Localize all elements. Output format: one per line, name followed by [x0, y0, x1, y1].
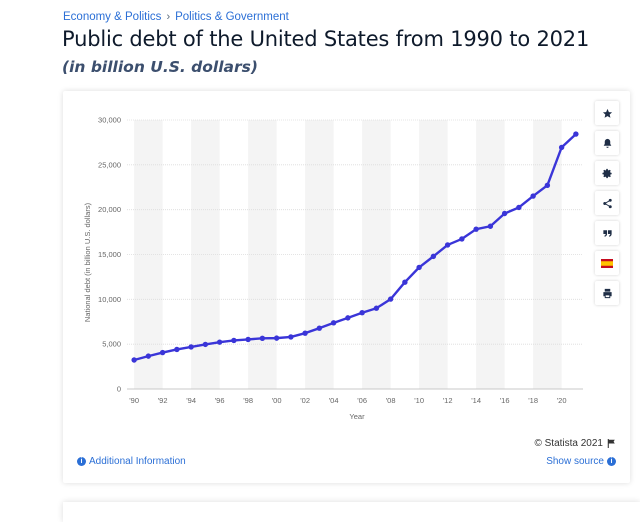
x-tick-label: '10 — [414, 396, 424, 405]
data-point — [444, 242, 451, 248]
gear-icon — [601, 168, 612, 178]
additional-information-label: Additional Information — [89, 456, 186, 467]
y-tick-label: 10,000 — [98, 295, 121, 304]
breadcrumb: Economy & Politics › Politics & Governme… — [63, 11, 289, 23]
spain-flag-icon — [601, 258, 613, 268]
data-point — [330, 320, 337, 326]
data-point — [459, 236, 465, 242]
x-tick-label: '16 — [500, 396, 510, 405]
data-point — [216, 339, 223, 345]
breadcrumb-item-politics-government[interactable]: Politics & Government — [175, 11, 289, 23]
breadcrumb-separator: › — [166, 11, 171, 23]
y-tick-label: 25,000 — [98, 160, 121, 169]
data-point — [245, 336, 251, 343]
data-point — [359, 310, 365, 316]
quote-icon — [602, 229, 612, 237]
x-tick-label: '02 — [300, 396, 310, 405]
x-tick-label: '98 — [243, 396, 253, 405]
x-tick-label: '92 — [158, 396, 168, 405]
line-chart: 0 5,000 10,000 15,000 20,000 25,000 30,000 '90… — [83, 116, 583, 421]
x-tick-label: '90 — [129, 396, 139, 405]
share-icon — [602, 198, 612, 208]
page-subtitle: (in billion U.S. dollars) — [62, 58, 258, 76]
data-point — [159, 349, 166, 356]
chart-band — [248, 120, 277, 389]
data-point — [573, 131, 579, 137]
settings-button[interactable] — [595, 161, 619, 185]
y-tick-label: 20,000 — [98, 205, 121, 214]
print-icon — [602, 288, 612, 298]
cite-button[interactable] — [595, 221, 619, 245]
x-axis-ticks: '90 '92 '94 '96 '98 '00 '02 '04 '06 '08 '10 '12 '14 '… — [129, 396, 566, 405]
favorite-button[interactable] — [595, 101, 619, 125]
page-title: Public debt of the United States from 19… — [62, 27, 590, 51]
data-point — [430, 253, 437, 260]
language-button[interactable] — [595, 251, 619, 275]
data-point — [259, 335, 266, 341]
x-tick-label: '96 — [215, 396, 225, 405]
data-point — [402, 279, 408, 285]
breadcrumb-item-economy-politics[interactable]: Economy & Politics — [63, 11, 162, 23]
data-point — [188, 344, 194, 350]
data-point — [273, 335, 280, 341]
data-point — [501, 210, 508, 217]
info-icon: i — [77, 457, 86, 466]
chart-band — [476, 120, 505, 389]
x-tick-label: '04 — [329, 396, 339, 405]
additional-information-link[interactable]: i Additional Information — [77, 456, 186, 467]
show-source-link[interactable]: Show source i — [546, 456, 616, 467]
chart-band — [134, 120, 163, 389]
data-point — [131, 357, 137, 363]
data-point — [516, 204, 522, 211]
copyright-text: © Statista 2021 — [534, 438, 603, 449]
data-point — [288, 334, 294, 340]
data-point — [145, 353, 152, 359]
x-tick-label: '14 — [471, 396, 481, 405]
print-button[interactable] — [595, 281, 619, 305]
x-tick-label: '06 — [357, 396, 367, 405]
chart-band — [362, 120, 391, 389]
star-icon — [602, 108, 612, 118]
y-tick-label: 0 — [117, 385, 121, 394]
y-tick-label: 5,000 — [102, 340, 121, 349]
flag-icon — [607, 439, 615, 448]
y-axis-title: National debt (in billion U.S. dollars) — [83, 202, 92, 322]
share-button[interactable] — [595, 191, 619, 215]
chart-toolbar — [595, 101, 619, 305]
data-point — [487, 223, 494, 229]
x-tick-label: '20 — [557, 396, 567, 405]
data-point — [416, 264, 422, 271]
data-point — [345, 315, 351, 321]
data-point — [202, 341, 209, 348]
x-tick-label: '12 — [443, 396, 453, 405]
notification-button[interactable] — [595, 131, 619, 155]
copyright-notice: © Statista 2021 — [534, 438, 616, 449]
series-points — [131, 131, 579, 363]
show-source-label: Show source — [546, 456, 604, 467]
x-tick-label: '94 — [186, 396, 196, 405]
data-point — [558, 144, 565, 151]
x-tick-label: '00 — [272, 396, 282, 405]
data-point — [473, 226, 479, 232]
x-tick-label: '18 — [528, 396, 538, 405]
data-point — [373, 305, 380, 311]
data-point — [174, 346, 180, 353]
data-point — [387, 296, 394, 302]
bell-icon — [603, 138, 611, 148]
data-point — [530, 193, 536, 199]
y-axis-ticks: 0 5,000 10,000 15,000 20,000 25,000 30,000 — [98, 116, 121, 394]
x-axis-title: Year — [349, 412, 365, 421]
data-point — [544, 182, 551, 188]
y-tick-label: 30,000 — [98, 116, 121, 125]
data-point — [316, 325, 323, 331]
data-point — [231, 337, 237, 344]
data-point — [302, 330, 308, 336]
info-icon: i — [607, 457, 616, 466]
x-tick-label: '08 — [386, 396, 396, 405]
y-tick-label: 15,000 — [98, 250, 121, 259]
